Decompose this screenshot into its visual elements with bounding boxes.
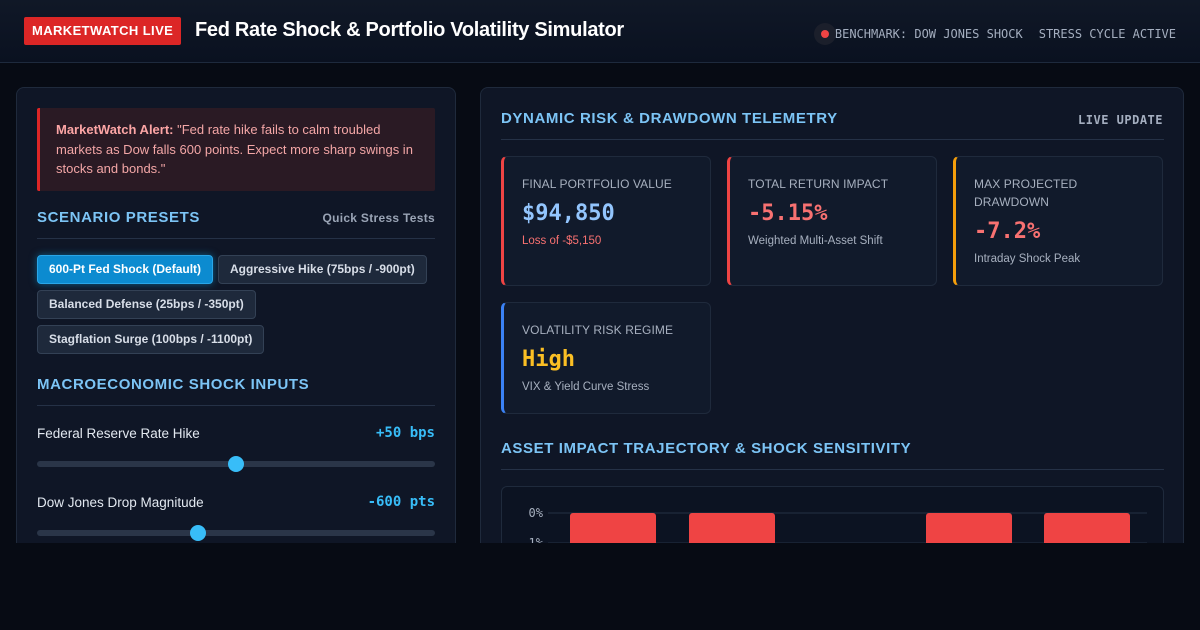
card-note: Intraday Shock Peak <box>974 253 1081 265</box>
rate-hike-slider[interactable] <box>37 456 435 472</box>
controls-panel: MarketWatch Alert: "Fed rate hike fails … <box>16 87 456 557</box>
market-alert: MarketWatch Alert: "Fed rate hike fails … <box>37 108 435 191</box>
app-title: Fed Rate Shock & Portfolio Volatility Si… <box>195 19 624 41</box>
telemetry-panel: DYNAMIC RISK & DRAWDOWN TELEMETRY LIVE U… <box>480 87 1184 576</box>
presets-title: SCENARIO PRESETS <box>37 209 200 226</box>
page-background <box>0 543 1200 630</box>
status-dot-icon <box>813 23 836 45</box>
dow-drop-value: -600 pts <box>367 494 435 510</box>
live-badge: MARKETWATCH LIVE <box>24 17 182 45</box>
alert-text: "Fed rate hike fails to calm troubled ma… <box>56 122 413 176</box>
rate-hike-label: Federal Reserve Rate Hike <box>37 426 200 441</box>
preset-balanced-defense-button[interactable]: Balanced Defense (25bps / -350pt) <box>37 290 256 319</box>
telemetry-title: DYNAMIC RISK & DRAWDOWN TELEMETRY <box>501 110 838 127</box>
benchmark-label: BENCHMARK: DOW JONES SHOCK <box>834 27 1023 41</box>
dow-drop-label: Dow Jones Drop Magnitude <box>37 495 204 510</box>
card-label: FINAL PORTFOLIO VALUE <box>522 177 672 191</box>
divider <box>37 405 435 406</box>
divider <box>501 469 1164 470</box>
dow-drop-slider[interactable] <box>37 525 435 541</box>
card-note: Weighted Multi-Asset Shift <box>748 235 883 247</box>
card-value: $94,850 <box>522 201 615 226</box>
dow-drop-slider-thumb[interactable] <box>190 525 207 541</box>
card-note: Loss of -$5,150 <box>522 235 602 247</box>
card-note: VIX & Yield Curve Stress <box>522 381 650 393</box>
card-label: MAX PROJECTED DRAWDOWN <box>974 177 1078 209</box>
live-update-tag: LIVE UPDATE <box>1078 113 1163 127</box>
status-indicator: BENCHMARK: DOW JONES SHOCK STRESS CYCLE … <box>813 23 1176 45</box>
y-tick-label: 0% <box>529 506 544 520</box>
rate-hike-value: +50 bps <box>375 425 435 441</box>
alert-label: MarketWatch Alert: <box>56 122 174 137</box>
inputs-title: MACROECONOMIC SHOCK INPUTS <box>37 376 310 393</box>
rate-hike-slider-thumb[interactable] <box>228 456 244 472</box>
card-label: VOLATILITY RISK REGIME <box>522 323 674 337</box>
divider <box>37 238 435 239</box>
preset-fed-shock-button[interactable]: 600-Pt Fed Shock (Default) <box>37 255 214 284</box>
presets-subtitle: Quick Stress Tests <box>322 211 435 225</box>
preset-aggressive-hike-button[interactable]: Aggressive Hike (75bps / -900pt) <box>218 255 427 284</box>
volatility-regime-card: VOLATILITY RISK REGIME High VIX & Yield … <box>501 302 711 414</box>
preset-stagflation-button[interactable]: Stagflation Surge (100bps / -1100pt) <box>37 325 265 354</box>
divider <box>501 139 1164 140</box>
card-label: TOTAL RETURN IMPACT <box>748 177 889 191</box>
return-impact-card: TOTAL RETURN IMPACT -5.15% Weighted Mult… <box>727 156 937 286</box>
card-value: -5.15% <box>748 201 828 226</box>
max-drawdown-card: MAX PROJECTED DRAWDOWN -7.2% Intraday Sh… <box>953 156 1163 286</box>
card-value: High <box>522 347 575 372</box>
portfolio-value-card: FINAL PORTFOLIO VALUE $94,850 Loss of -$… <box>501 156 711 286</box>
top-bar: MARKETWATCH LIVE Fed Rate Shock & Portfo… <box>0 0 1200 63</box>
card-value: -7.2% <box>974 219 1041 244</box>
chart-title: ASSET IMPACT TRAJECTORY & SHOCK SENSITIV… <box>501 440 912 457</box>
stress-cycle-label: STRESS CYCLE ACTIVE <box>1038 27 1176 41</box>
